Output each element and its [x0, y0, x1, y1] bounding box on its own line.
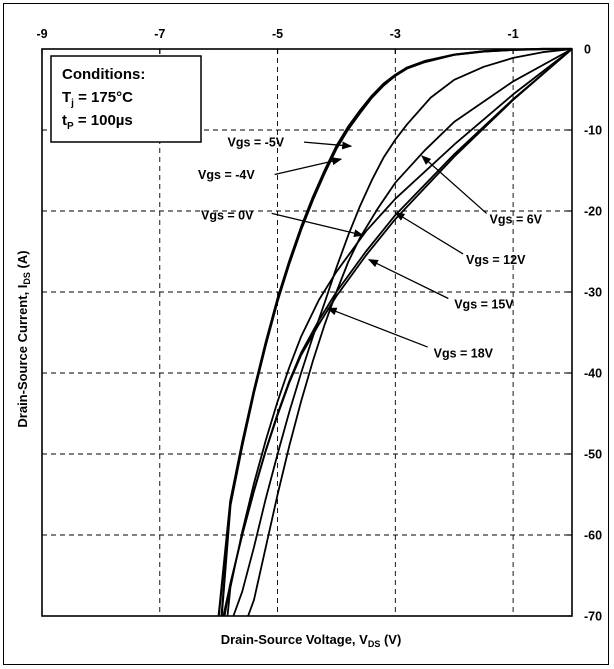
conditions-tp-main: t — [62, 112, 67, 129]
conditions-tj-rest: = 175°C — [74, 89, 133, 106]
x-axis-title-sub: DS — [368, 639, 381, 649]
annotation-label-vgs-15v: Vgs = 15V — [454, 298, 514, 312]
annotation-arrow-vgs-18v — [326, 307, 428, 348]
annotation-arrow-vgs-6v — [421, 155, 488, 214]
y-tick-label: -30 — [584, 286, 602, 300]
chart-svg: -9 -7 -5 -3 -10-10-20-30-40-50-60-70 Vgs = -… — [15, 27, 602, 649]
x-axis-title: Drain-Source Voltage, VDS (V) — [221, 632, 402, 649]
y-tick-label: -70 — [584, 610, 602, 624]
x-tick-label: -7 — [154, 27, 165, 41]
series-line-vgs-4v — [220, 47, 572, 617]
series-line-vgs-0v — [232, 48, 573, 617]
y-axis-title-main: Drain-Source Current, I — [15, 285, 30, 428]
annotation-arrow-vgs-12v — [394, 212, 464, 255]
x-axis-title-unit: (V) — [380, 632, 401, 647]
tick-labels: -9 -7 -5 -3 -10-10-20-30-40-50-60-70 — [36, 27, 602, 624]
conditions-tp-sub: P — [67, 121, 74, 132]
plot-border — [41, 48, 573, 617]
x-axis-title-main: Drain-Source Voltage, V — [221, 632, 368, 647]
conditions-tj-sub: j — [70, 98, 74, 109]
annotations: Vgs = -5V Vgs = -4V Vgs = 0V Vgs = 6V Vgs = … — [198, 136, 543, 361]
annotation-arrow-vgs-4v — [274, 157, 343, 176]
conditions-tj: Tj = 175°C — [62, 89, 133, 109]
annotation-label-vgs-0v: Vgs = 0V — [201, 209, 254, 223]
y-tick-label: -50 — [584, 448, 602, 462]
y-tick-label: 0 — [584, 43, 591, 57]
series-group — [217, 47, 573, 617]
x-tick-label: -9 — [36, 27, 47, 41]
annotation-arrow-vgs-5v — [303, 141, 353, 150]
series-line-vgs-18v — [222, 48, 573, 617]
annotation-label-vgs-4v: Vgs = -4V — [198, 168, 255, 182]
series-line-vgs-6v — [247, 48, 573, 617]
conditions-box: Conditions: Tj = 175°C tP = 100µs — [50, 55, 202, 143]
axes — [41, 48, 573, 617]
chart-frame: -9 -7 -5 -3 -1 0 -10 -20 -30 -40 -50 -60 -70 Vgs = -… — [3, 3, 609, 665]
annotation-arrow-vgs-15v — [367, 259, 449, 300]
y-tick-label: -60 — [584, 529, 602, 543]
y-tick-label: -20 — [584, 205, 602, 219]
x-tick-label: -1 — [508, 27, 519, 41]
conditions-tj-main: T — [62, 89, 71, 106]
annotation-label-vgs-18v: Vgs = 18V — [434, 346, 494, 360]
y-axis-title-unit: (A) — [15, 250, 30, 272]
conditions-box-border — [50, 55, 202, 143]
conditions-tp: tP = 100µs — [62, 112, 133, 132]
y-axis-title: Drain-Source Current, IDS (A) — [15, 250, 32, 427]
annotation-label-vgs-6v: Vgs = 6V — [490, 213, 543, 227]
annotation-arrow-vgs-0v — [271, 212, 364, 238]
annotation-label-vgs-12v: Vgs = 12V — [466, 253, 526, 267]
x-tick-label: -5 — [272, 27, 283, 41]
conditions-tp-rest: = 100µs — [74, 112, 133, 129]
series-line-vgs-12v — [226, 48, 573, 617]
y-axis-title-sub: DS — [22, 272, 32, 285]
y-tick-label: -40 — [584, 367, 602, 381]
annotation-label-vgs-5v: Vgs = -5V — [228, 136, 285, 150]
conditions-heading: Conditions: — [62, 66, 145, 83]
series-line-vgs-15v — [223, 48, 573, 617]
x-tick-label: -3 — [390, 27, 401, 41]
y-tick-label: -10 — [584, 124, 602, 138]
